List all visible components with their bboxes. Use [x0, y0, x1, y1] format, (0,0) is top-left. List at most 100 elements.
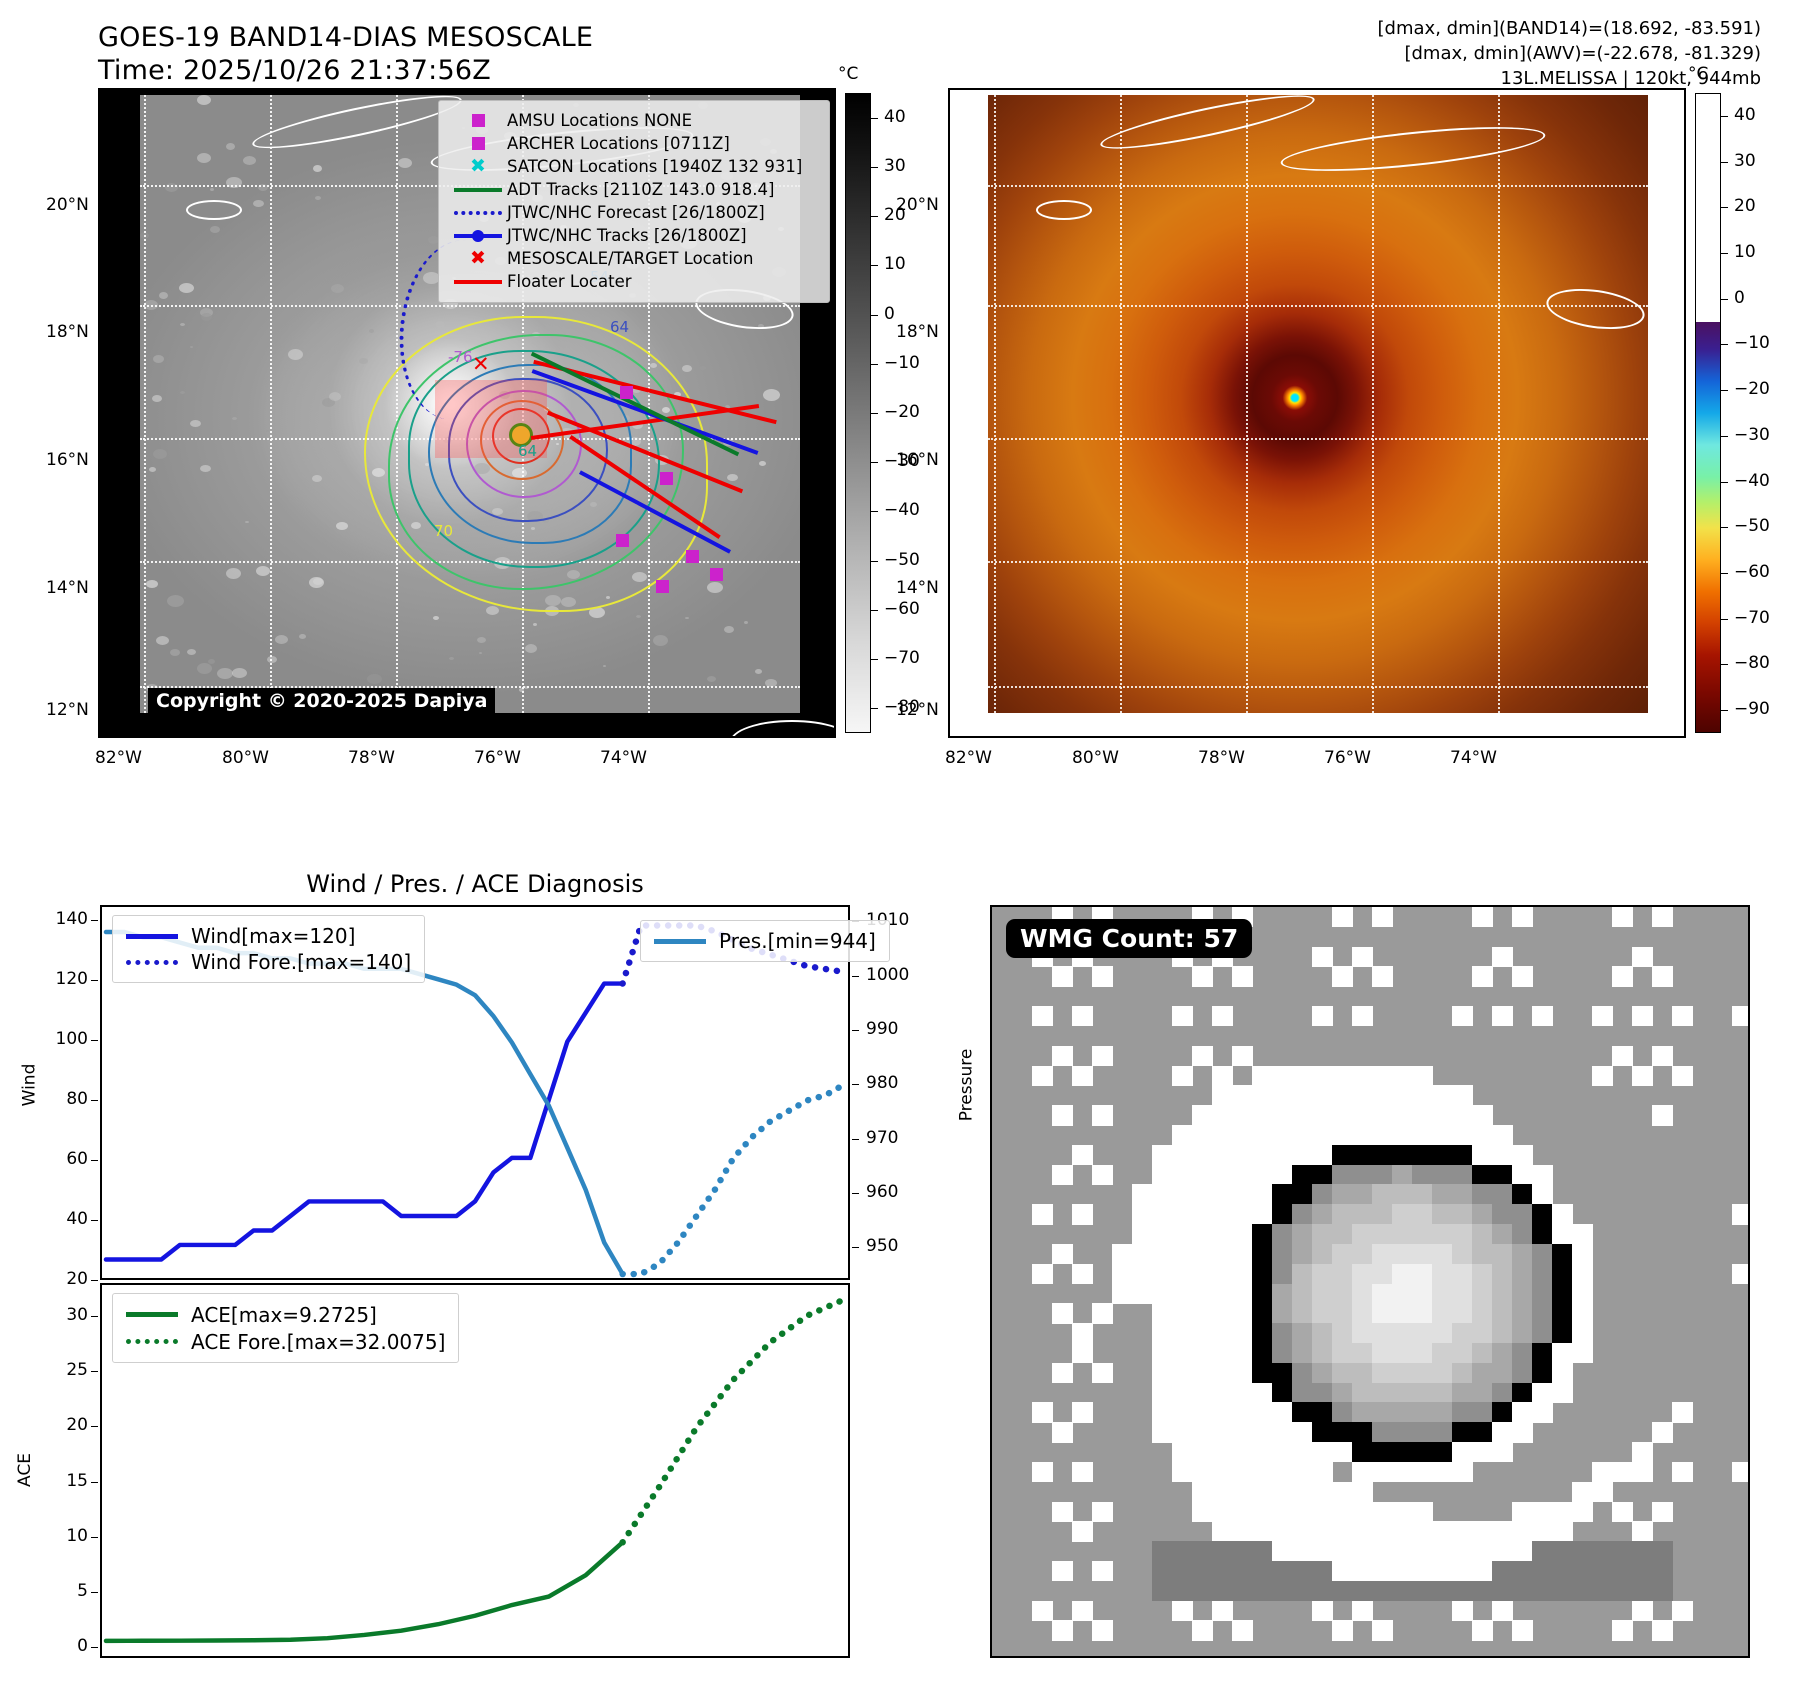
axis-tick-label: 980 [866, 1073, 898, 1093]
wmg-cell [1032, 1006, 1053, 1026]
wmg-cell [1552, 1581, 1573, 1601]
wmg-cell [1252, 1224, 1273, 1244]
wmg-cell [1272, 1284, 1293, 1304]
wmg-cell [1652, 1502, 1673, 1522]
colorbar-tick [1721, 390, 1728, 391]
colorbar-tick [871, 216, 878, 217]
red-line-icon [449, 280, 507, 284]
wmg-cell [1232, 1204, 1253, 1224]
wmg-cell [1312, 1601, 1333, 1621]
wmg-cell [1632, 1561, 1653, 1581]
awv-satellite-panel[interactable] [948, 88, 1686, 738]
wmg-cell [1352, 1343, 1373, 1363]
axis-tick [91, 1647, 98, 1648]
legend-item-floater[interactable]: Floater Locater [449, 270, 819, 293]
colorbar-tick-label: −30 [884, 451, 920, 471]
wmg-cell [1192, 1303, 1213, 1323]
wmg-cell [1212, 1462, 1233, 1482]
legend-item-adt[interactable]: ADT Tracks [2110Z 143.0 918.4] [449, 178, 819, 201]
archer-location-marker [620, 386, 633, 399]
legend-item-archer[interactable]: ARCHER Locations [0711Z] [449, 132, 819, 155]
awv-colorbar[interactable] [1695, 93, 1721, 733]
ir-gridline-lon-82 [144, 95, 146, 713]
colorbar-tick [1721, 344, 1728, 345]
cloud-speckle [180, 323, 185, 326]
wmg-cell [1512, 1561, 1533, 1581]
axis-tick [91, 1482, 98, 1483]
legend-item-jtwc-tracks[interactable]: JTWC/NHC Tracks [26/1800Z] [449, 224, 819, 247]
wmg-cell [1392, 1581, 1413, 1601]
wmg-cell [1232, 1085, 1253, 1105]
wmg-cell [1472, 1184, 1493, 1204]
legend-item-amsu[interactable]: AMSU Locations NONE [449, 109, 819, 132]
wmg-cell [1092, 1165, 1113, 1185]
wmg-cell [1552, 1303, 1573, 1323]
axis-tick [91, 920, 98, 921]
colorbar-tick-label: 0 [1734, 288, 1745, 308]
wmg-cell [1252, 1323, 1273, 1343]
legend-item-mesoscale[interactable]: ✖ MESOSCALE/TARGET Location [449, 247, 819, 270]
ir-colorbar[interactable] [845, 93, 871, 733]
wmg-cell [1292, 1125, 1313, 1145]
wmg-cell [1432, 1541, 1453, 1561]
colorbar-tick-label: 40 [884, 107, 906, 127]
wmg-cell [1412, 1303, 1433, 1323]
wmg-cell [1272, 1184, 1293, 1204]
wmg-cell [1352, 1244, 1373, 1264]
wmg-cell [1432, 1383, 1453, 1403]
wmg-cell [1292, 1224, 1313, 1244]
meta-awv-range: [dmax, dmin](AWV)=(-22.678, -81.329) [1061, 41, 1761, 66]
legend-item-jtwc-forecast[interactable]: JTWC/NHC Forecast [26/1800Z] [449, 201, 819, 224]
wmg-cell [1312, 1402, 1333, 1422]
wmg-cell [1392, 1105, 1413, 1125]
wmg-cell [1172, 1363, 1193, 1383]
wmg-cell [1432, 1303, 1453, 1323]
wmg-cell [1412, 1363, 1433, 1383]
wmg-cell [1452, 1581, 1473, 1601]
wmg-cell [1212, 1541, 1233, 1561]
colorbar-tick-label: 20 [1734, 196, 1756, 216]
magenta-square-icon [449, 137, 507, 150]
wmg-cell [1232, 1224, 1253, 1244]
wmg-cell [1312, 1066, 1333, 1086]
wmg-cell [1512, 1363, 1533, 1383]
colorbar-tick-label: −70 [884, 648, 920, 668]
wmg-cell [1412, 1125, 1433, 1145]
wmg-cell [1572, 1502, 1593, 1522]
cloud-speckle [449, 657, 454, 660]
archer-location-marker [616, 534, 629, 547]
wmg-cell [1612, 1541, 1633, 1561]
wmg-cell [1232, 1165, 1253, 1185]
axis-tick-label: 15 [46, 1471, 88, 1491]
wmg-cell [1312, 1383, 1333, 1403]
wmg-cell [1212, 1224, 1233, 1244]
ir-satellite-panel[interactable]: ✕ 54 64 64 -76 70 Copyright © 2020-2025 … [98, 88, 836, 738]
wmg-cell [1312, 1284, 1333, 1304]
legend-item-satcon[interactable]: ✖ SATCON Locations [1940Z 132 931] [449, 155, 819, 178]
cloud-speckle [170, 649, 180, 656]
legend-label-pressure: Pres.[min=944] [719, 929, 876, 953]
chart-title: Wind / Pres. / ACE Diagnosis [100, 870, 850, 898]
coastline-caymans [186, 200, 242, 220]
wmg-cell [1632, 1442, 1653, 1462]
pressure-line-icon [654, 939, 706, 944]
ace-axis-title: ACE [15, 1453, 35, 1487]
wmg-cell [1472, 966, 1493, 986]
wmg-cell [1252, 1105, 1273, 1125]
wmg-cell [1192, 966, 1213, 986]
wmg-cell [1572, 1264, 1593, 1284]
ir-lon-label-80w: 80°W [222, 748, 269, 768]
wmg-cell [1372, 1561, 1393, 1581]
wmg-cell [1352, 1105, 1373, 1125]
wmg-cell [1392, 1521, 1413, 1541]
wmg-cell [1372, 1363, 1393, 1383]
colorbar-tick-label: 40 [1734, 105, 1756, 125]
wmg-panel[interactable]: WMG Count: 57 [990, 905, 1750, 1658]
wmg-cell [1312, 947, 1333, 967]
colorbar-tick [1721, 436, 1728, 437]
colorbar-tick-label: −80 [1734, 653, 1770, 673]
wmg-cell [1492, 1343, 1513, 1363]
wmg-cell [1412, 1145, 1433, 1165]
wmg-cell [1392, 1224, 1413, 1244]
wmg-cell [1492, 1224, 1513, 1244]
